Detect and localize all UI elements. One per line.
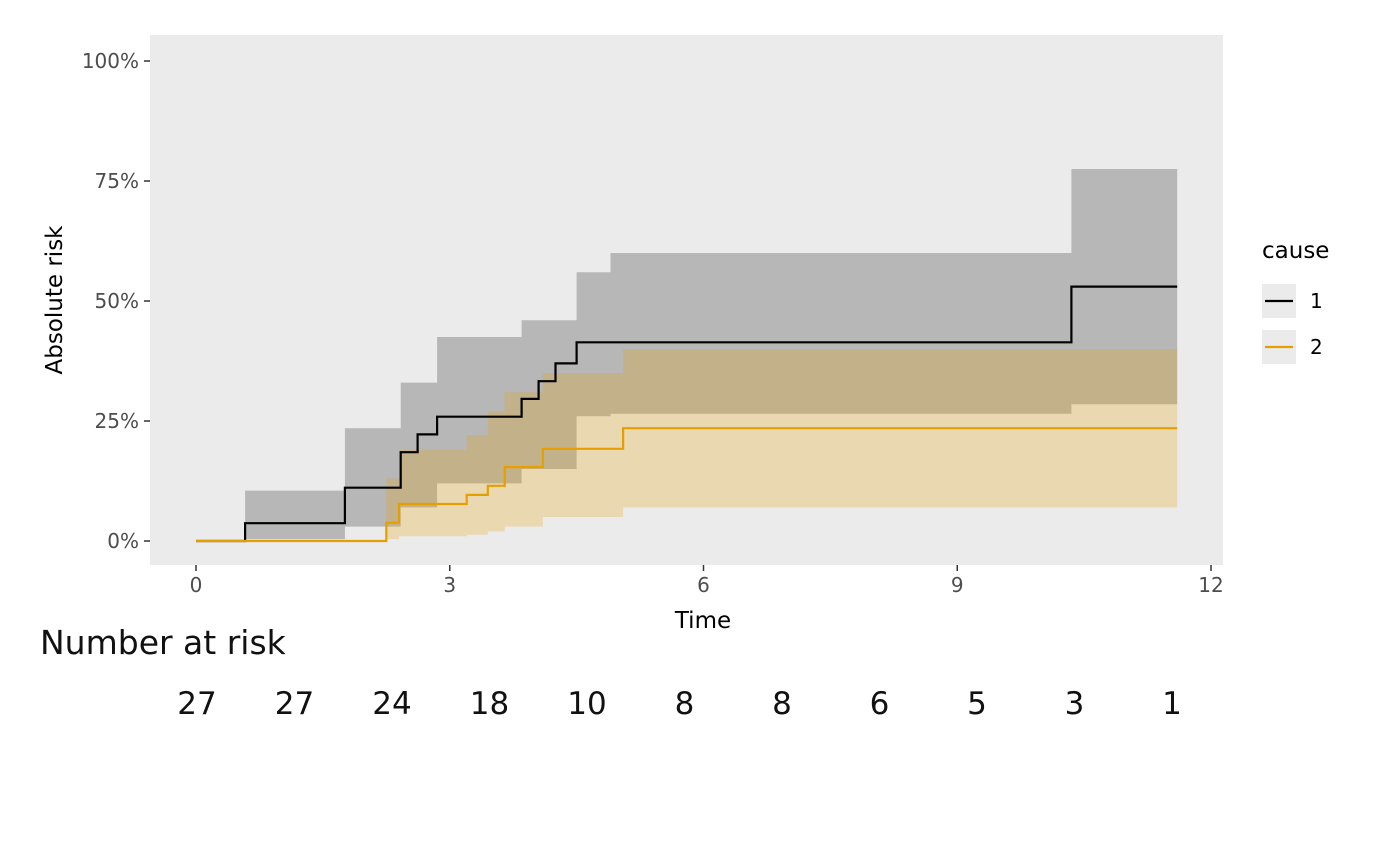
risk-count: 10 bbox=[567, 686, 606, 722]
risk-table-title: Number at risk bbox=[40, 623, 287, 662]
legend-label-2: 2 bbox=[1310, 335, 1323, 359]
y-tick-label: 100% bbox=[82, 49, 139, 73]
risk-count: 3 bbox=[1065, 686, 1085, 722]
legend-entries: 12 bbox=[1262, 284, 1323, 364]
x-tick-label: 0 bbox=[190, 573, 203, 597]
risk-curve-cause-1 bbox=[196, 285, 1178, 543]
risk-count: 24 bbox=[372, 686, 411, 722]
risk-count: 1 bbox=[1162, 686, 1182, 722]
confidence-band-cause-1 bbox=[245, 169, 1178, 540]
y-axis-ticks: 0% 25% 50% 75% 100% bbox=[82, 49, 150, 553]
confidence-band-cause-2 bbox=[386, 349, 1178, 540]
legend: cause 12 bbox=[1262, 238, 1329, 364]
y-axis-title: Absolute risk bbox=[42, 225, 68, 375]
risk-count: 18 bbox=[470, 686, 509, 722]
plot-panel bbox=[150, 35, 1223, 565]
y-tick-label: 25% bbox=[95, 409, 139, 433]
risk-count: 5 bbox=[967, 686, 987, 722]
risk-curves bbox=[196, 285, 1178, 543]
x-tick-label: 6 bbox=[697, 573, 710, 597]
risk-count: 27 bbox=[177, 686, 216, 722]
legend-title: cause bbox=[1262, 238, 1329, 264]
y-tick-label: 75% bbox=[95, 169, 139, 193]
x-tick-label: 3 bbox=[443, 573, 456, 597]
confidence-bands bbox=[245, 169, 1178, 540]
risk-count: 6 bbox=[870, 686, 890, 722]
y-tick-label: 0% bbox=[107, 529, 139, 553]
risk-count: 8 bbox=[772, 686, 792, 722]
risk-table-values: 27 27 24 18 10 8 8 6 5 3 1 bbox=[177, 686, 1182, 722]
y-tick-label: 50% bbox=[95, 289, 139, 313]
x-tick-label: 12 bbox=[1198, 573, 1223, 597]
risk-count: 27 bbox=[275, 686, 314, 722]
x-axis-title: Time bbox=[674, 608, 731, 634]
x-tick-label: 9 bbox=[951, 573, 964, 597]
legend-label-1: 1 bbox=[1310, 289, 1323, 313]
risk-curve-cause-2 bbox=[196, 427, 1178, 543]
risk-count: 8 bbox=[675, 686, 695, 722]
x-axis-ticks: 0 3 6 9 12 bbox=[190, 565, 1224, 597]
